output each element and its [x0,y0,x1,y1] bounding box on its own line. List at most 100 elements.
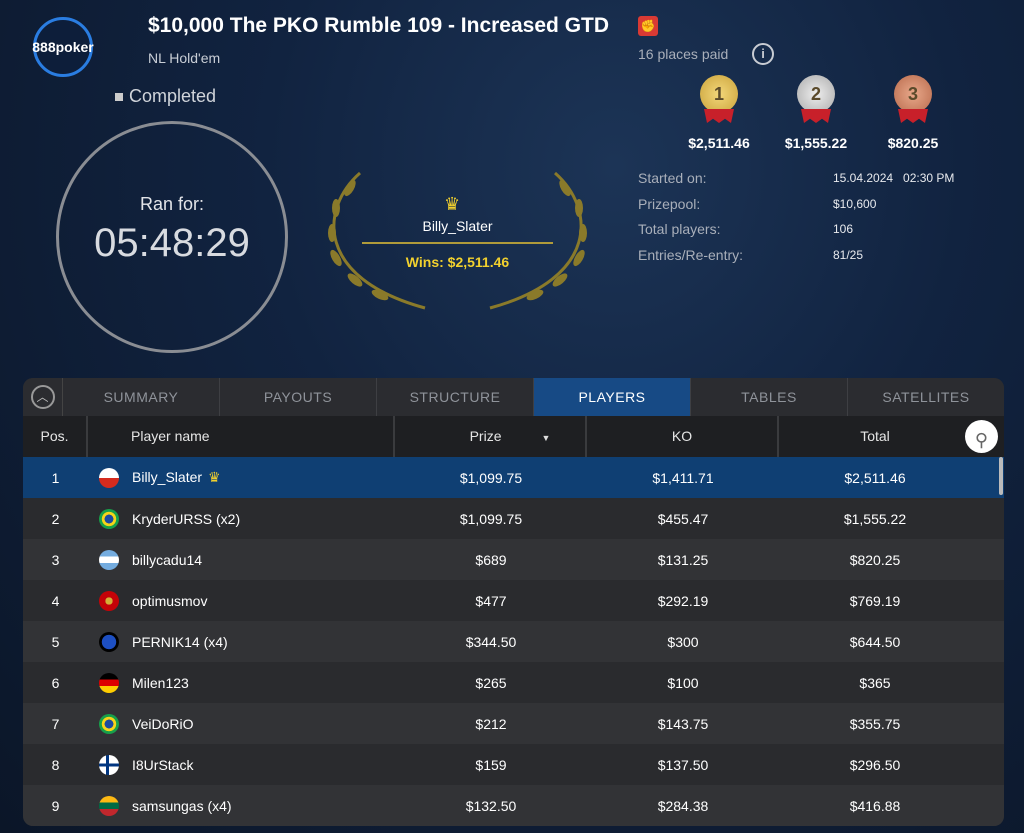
prize: $477 [475,592,507,609]
laurel-wreath-icon [328,171,587,310]
tab-payouts[interactable]: PAYOUTS [220,378,377,416]
tournament-status: Completed [115,86,216,107]
started-on-value: 15.04.2024 02:30 PM [833,171,955,185]
player-name: Billy_Slater ♛ [88,467,395,488]
888poker-logo: 888poker [32,17,94,77]
tab-tables[interactable]: TABLES [691,378,848,416]
player-name-text: Billy_Slater [132,469,203,485]
table-row[interactable]: 4 optimusmov $477 $292.19 $769.19 [23,580,1004,621]
second-prize: $1,555.22 [784,135,848,151]
winner-amount: Wins: $2,511.46 [405,254,510,270]
total: $355.75 [849,715,901,732]
player-name-text: billycadu14 [132,551,203,568]
prize: $132.50 [465,797,517,814]
sort-down-icon: ▼ [541,433,551,443]
table-row[interactable]: 5 PERNIK14 (x4) $344.50 $300 $644.50 [23,621,1004,662]
winner-panel: ♛ Billy_Slater Wins: $2,511.46 [320,168,595,313]
prize: $1,099.75 [459,510,523,527]
crown-icon: ♛ [444,194,461,214]
col-total[interactable]: Total [860,428,890,444]
pos: 1 [51,469,60,486]
chevron-up-icon: ︿ [30,385,55,409]
tab-players[interactable]: PLAYERS [534,378,691,416]
collapse-button[interactable]: ︿ [23,378,63,416]
flag-world-icon [99,631,119,652]
ko: $300 [667,633,699,650]
col-player-name[interactable]: Player name [88,416,395,457]
player-name-text: optimusmov [132,592,208,609]
total: $365 [859,674,891,691]
ko: $292.19 [657,592,709,609]
tab-summary[interactable]: SUMMARY [63,378,220,416]
player-name: Milen123 [88,672,395,693]
ko: $1,411.71 [652,469,714,486]
table-row[interactable]: 6 Milen123 $265 $100 $365 [23,662,1004,703]
ko: $143.75 [657,715,709,732]
info-icon[interactable]: i [752,43,774,65]
bronze-medal: 3 $820.25 [873,75,953,151]
col-prize[interactable]: Prize ▼ [395,416,587,457]
player-name-text: Milen123 [132,674,189,691]
prizepool-value: $10,600 [833,196,877,211]
pos: 7 [51,715,60,732]
gold-medal: 1 $2,511.46 [679,75,759,151]
table-row[interactable]: 1 Billy_Slater ♛ $1,099.75 $1,411.71 $2,5… [23,457,1004,498]
tournament-details-panel: ︿ SUMMARY PAYOUTS STRUCTURE PLAYERS TABL… [23,378,1004,826]
table-row[interactable]: 9 samsungas (x4) $132.50 $284.38 $416.88 [23,785,1004,826]
run-time: 05:48:29 [94,221,250,265]
player-name: I8UrStack [88,754,395,775]
player-name: PERNIK14 (x4) [88,631,395,652]
tab-satellites[interactable]: SATELLITES [882,389,970,405]
search-icon: ⚲ [974,430,989,450]
crown-icon: ♛ [208,469,221,485]
player-name: samsungas (x4) [88,795,395,816]
table-row[interactable]: 7 VeiDoRiO $212 $143.75 $355.75 [23,703,1004,744]
pos: 2 [51,510,60,527]
tournament-info: Started on: 15.04.2024 02:30 PM Prizepool… [638,170,978,272]
table-row[interactable]: 2 KryderURSS (x2) $1,099.75 $455.47 $1,5… [23,498,1004,539]
tab-structure[interactable]: STRUCTURE [377,378,534,416]
prize: $1,099.75 [459,469,523,486]
scrollbar[interactable] [999,457,1003,495]
table-row[interactable]: 3 billycadu14 $689 $131.25 $820.25 [23,539,1004,580]
silver-medal: 2 $1,555.22 [776,75,856,151]
flag-chile-icon [99,467,119,488]
info-label: Prizepool: [638,195,701,212]
info-label: Entries/Re-entry: [638,246,744,263]
third-prize: $820.25 [887,135,939,151]
player-name: KryderURSS (x2) [88,508,395,529]
tab-bar: ︿ SUMMARY PAYOUTS STRUCTURE PLAYERS TABL… [23,378,1004,416]
info-label: Started on: [638,170,707,186]
player-name-text: I8UrStack [132,756,194,773]
ko: $284.38 [657,797,709,814]
pos: 4 [51,592,60,609]
prize: $344.50 [465,633,517,650]
winner-name: Billy_Slater [422,218,493,234]
flag-finland-icon [99,754,119,775]
gold-medal-icon: 1 [700,75,738,113]
pos: 8 [51,756,60,773]
pos: 5 [51,633,60,650]
table-row[interactable]: 8 I8UrStack $159 $137.50 $296.50 [23,744,1004,785]
divider [362,242,553,244]
tournament-title: $10,000 The PKO Rumble 109 - Increased G… [148,14,610,37]
col-prize-label: Prize [469,428,502,444]
entries-value: 81/25 [833,247,864,262]
col-pos[interactable]: Pos. [23,416,88,457]
prize: $159 [475,756,507,773]
ko: $455.47 [657,510,709,527]
status-square-icon [115,93,123,102]
search-button[interactable]: ⚲ [965,420,998,453]
col-ko[interactable]: KO [587,416,779,457]
player-name-text: PERNIK14 (x4) [132,633,228,650]
total: $769.19 [849,592,901,609]
total: $296.50 [849,756,901,773]
flag-brazil-icon [99,508,119,529]
ran-for-label: Ran for: [139,194,205,214]
player-name-text: KryderURSS (x2) [132,510,241,527]
ko: $100 [667,674,699,691]
total: $2,511.46 [844,469,906,486]
prize: $689 [475,551,507,568]
player-name-text: samsungas (x4) [132,797,232,814]
ko: $131.25 [657,551,709,568]
